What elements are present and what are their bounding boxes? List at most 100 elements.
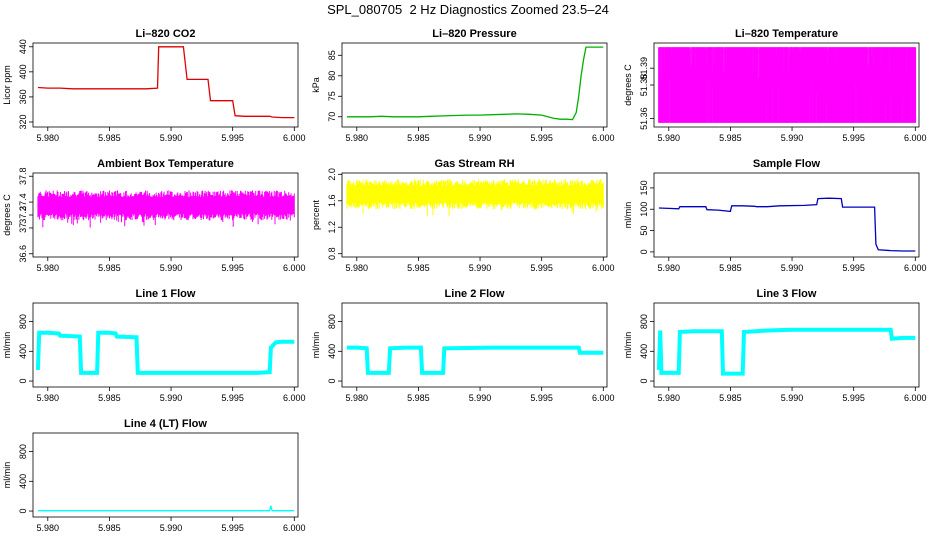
y-tick-label: 0	[639, 249, 649, 254]
y-tick-label: 320	[18, 114, 28, 129]
chart-panel: Li–820 Temperature degrees C 5.980 5.985 5.9…	[623, 28, 927, 143]
x-tick-label: 5.985	[719, 263, 742, 273]
x-tick-label: 6.000	[592, 133, 615, 143]
x-tick-label: 5.995	[221, 523, 244, 533]
x-tick-label: 5.995	[530, 263, 553, 273]
chart-panel: Ambient Box Temperature degrees C 5.980 5.9…	[2, 158, 306, 273]
x-tick-label: 5.985	[98, 133, 121, 143]
x-tick-label: 5.985	[407, 263, 430, 273]
x-tick-label: 5.980	[658, 263, 681, 273]
x-tick-label: 5.995	[530, 133, 553, 143]
x-tick-label: 5.980	[346, 133, 369, 143]
x-tick-label: 6.000	[904, 393, 927, 403]
series-line	[35, 330, 295, 375]
x-tick-label: 5.995	[530, 393, 553, 403]
y-tick-label: 800	[639, 314, 649, 329]
y-tick-label: 0	[639, 379, 649, 384]
chart-panel: Line 1 Flow ml/min 5.980 5.985 5.990 5.995 6.0…	[2, 288, 306, 403]
x-tick-label: 6.000	[283, 393, 306, 403]
x-tick-label: 5.985	[98, 393, 121, 403]
x-tick-label: 5.985	[407, 133, 430, 143]
x-tick-label: 6.000	[283, 523, 306, 533]
y-tick-label: 51.39	[639, 57, 649, 80]
chart-panel: Gas Stream RH percent 5.980 5.985 5.990 5.995…	[311, 158, 615, 273]
y-axis-label: ml/min	[623, 332, 633, 359]
y-axis-label: degrees C	[2, 194, 12, 236]
y-tick-label: 440	[18, 39, 28, 54]
x-tick-label: 5.980	[346, 393, 369, 403]
y-tick-label: 1.2	[327, 221, 337, 234]
x-tick-label: 5.995	[842, 393, 865, 403]
x-tick-label: 5.990	[469, 133, 492, 143]
plot-frame	[341, 42, 608, 128]
y-tick-label: 51.38	[639, 74, 649, 97]
y-tick-label: 360	[18, 89, 28, 104]
series-line	[656, 327, 916, 376]
series-line	[346, 46, 604, 121]
x-tick-label: 5.980	[37, 263, 60, 273]
y-tick-label: 36.6	[18, 245, 28, 263]
x-tick-label: 6.000	[904, 263, 927, 273]
y-tick-label: 37.2	[18, 206, 28, 224]
y-tick-label: 0	[327, 379, 337, 384]
x-tick-label: 5.985	[407, 393, 430, 403]
y-tick-label: 75	[327, 91, 337, 101]
y-tick-label: 51.36	[639, 107, 649, 130]
x-tick-label: 5.990	[160, 523, 183, 533]
x-tick-label: 5.980	[37, 133, 60, 143]
x-tick-label: 5.990	[469, 393, 492, 403]
y-tick-label: 37	[18, 223, 28, 233]
y-tick-label: 0.8	[327, 247, 337, 260]
chart-title: Line 2 Flow	[445, 288, 505, 300]
y-tick-label: 70	[327, 112, 337, 122]
y-axis-label: percent	[311, 199, 321, 230]
y-tick-label: 0	[18, 509, 28, 514]
chart-title: Ambient Box Temperature	[97, 158, 234, 170]
x-tick-label: 5.990	[781, 263, 804, 273]
chart-panel: Li–820 CO2 Licor ppm 5.980 5.985 5.990 5.995 6…	[2, 28, 306, 143]
series-band	[658, 47, 916, 123]
x-tick-label: 6.000	[592, 393, 615, 403]
x-tick-label: 5.980	[37, 393, 60, 403]
y-axis-label: ml/min	[2, 332, 12, 359]
y-tick-label: 2.0	[327, 168, 337, 181]
y-tick-label: 0	[18, 379, 28, 384]
plot-frame	[653, 172, 920, 258]
y-tick-label: 400	[18, 474, 28, 489]
y-tick-label: 150	[639, 180, 649, 195]
y-tick-label: 800	[327, 314, 337, 329]
plot-frame	[32, 302, 299, 388]
x-tick-label: 5.990	[781, 393, 804, 403]
x-tick-label: 6.000	[904, 133, 927, 143]
plot-frame	[341, 172, 608, 258]
x-tick-label: 5.995	[221, 263, 244, 273]
chart-title: Line 1 Flow	[136, 288, 196, 300]
y-tick-label: 100	[639, 202, 649, 217]
chart-title: Gas Stream RH	[434, 158, 514, 170]
y-tick-label: 37.4	[18, 193, 28, 211]
plot-frame	[32, 432, 299, 518]
x-tick-label: 5.995	[842, 263, 865, 273]
chart-title: Line 3 Flow	[757, 288, 817, 300]
x-tick-label: 5.990	[469, 263, 492, 273]
y-axis-label: Licor ppm	[2, 65, 12, 105]
y-tick-label: 800	[18, 444, 28, 459]
plot-frame	[341, 302, 608, 388]
x-tick-label: 5.995	[221, 133, 244, 143]
x-tick-label: 6.000	[592, 263, 615, 273]
y-tick-label: 85	[327, 50, 337, 60]
y-tick-label: 800	[18, 314, 28, 329]
series-line	[346, 345, 604, 375]
x-tick-label: 5.985	[719, 133, 742, 143]
y-tick-label: 400	[327, 344, 337, 359]
chart-title: Li–820 Temperature	[735, 28, 838, 40]
y-tick-label: 400	[18, 64, 28, 79]
chart-title: Line 4 (LT) Flow	[124, 418, 207, 430]
chart-panel: Line 3 Flow ml/min 5.980 5.985 5.990 5.995 6.0…	[623, 288, 927, 403]
series-line	[37, 46, 295, 119]
y-tick-label: 50	[639, 226, 649, 236]
x-tick-label: 5.990	[160, 133, 183, 143]
x-tick-label: 5.980	[658, 133, 681, 143]
x-tick-label: 5.980	[37, 523, 60, 533]
